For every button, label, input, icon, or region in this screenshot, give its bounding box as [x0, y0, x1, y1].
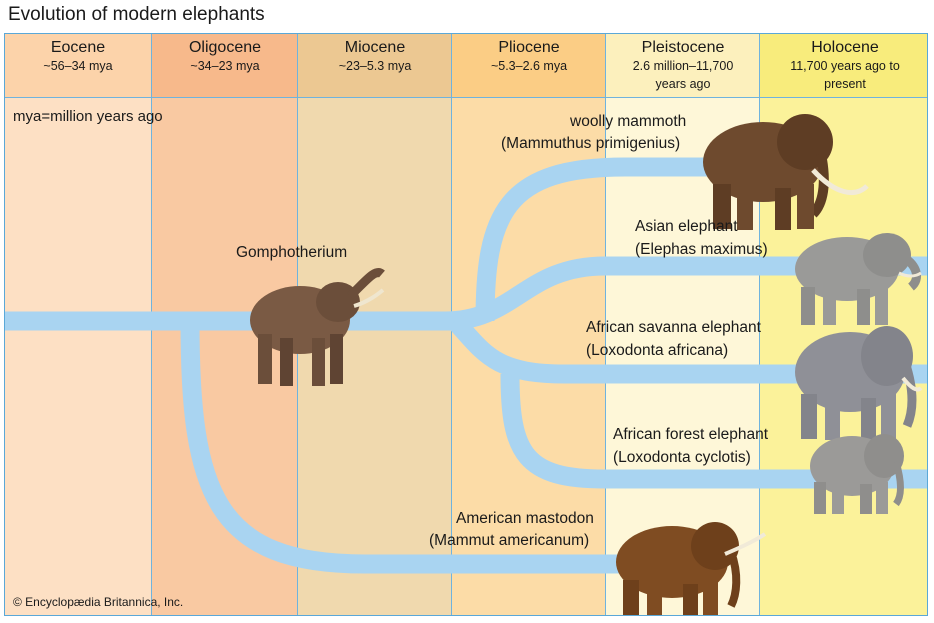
label-forest-elephant-scientific: (Loxodonta cyclotis) [613, 449, 751, 466]
branch-savanna [447, 314, 927, 384]
epoch-range: ~5.3–2.6 mya [490, 59, 568, 73]
label-gomphotherium: Gomphotherium [236, 244, 348, 261]
epoch-name: Eocene [50, 39, 106, 56]
label-mastodon-common: American mastodon [456, 510, 594, 527]
branch-mammoth [475, 157, 765, 322]
label-asian-elephant-common: Asian elephant [635, 218, 738, 235]
epoch-range: ~23–5.3 mya [338, 59, 412, 73]
label-woolly-mammoth-scientific: (Mammuthus primigenius) [501, 135, 681, 152]
label-forest-elephant-common: African forest elephant [613, 426, 769, 443]
timeline-frame: Eocene ~56–34 mya Oligocene ~34–23 mya M… [4, 33, 928, 616]
label-mastodon-scientific: (Mammut americanum) [429, 532, 590, 549]
epoch-range: 2.6 million–11,700 years ago [632, 59, 734, 91]
african-savanna-elephant-illustration [795, 326, 923, 440]
branch-asian [444, 256, 927, 331]
copyright-credit: © Encyclopædia Britannica, Inc. [13, 595, 184, 609]
branch-forest [500, 373, 927, 489]
gomphotherium-illustration [250, 268, 385, 386]
phylogeny-tree [5, 114, 927, 615]
epoch-range: 11,700 years ago to present [790, 59, 900, 91]
epoch-name: Miocene [344, 39, 406, 56]
epoch-header-oligocene: Oligocene ~34–23 mya [152, 34, 298, 98]
label-savanna-elephant-scientific: (Loxodonta africana) [586, 342, 729, 359]
epoch-name: Holocene [811, 39, 879, 56]
epoch-header-eocene: Eocene ~56–34 mya [5, 34, 151, 98]
epoch-header-pleistocene: Pleistocene 2.6 million–11,700 years ago [606, 34, 760, 98]
label-asian-elephant-scientific: (Elephas maximus) [635, 241, 768, 258]
epoch-range: ~56–34 mya [43, 59, 113, 73]
woolly-mammoth-illustration [703, 114, 869, 230]
abbreviation-note: mya=million years ago [13, 108, 163, 125]
epoch-header-miocene: Miocene ~23–5.3 mya [298, 34, 452, 98]
branch-mastodon [180, 320, 625, 574]
label-woolly-mammoth-common: woolly mammoth [570, 113, 687, 130]
epoch-header-holocene: Holocene 11,700 years ago to present [760, 34, 927, 98]
african-forest-elephant-illustration [810, 434, 904, 514]
epoch-range: ~34–23 mya [190, 59, 260, 73]
epoch-header-pliocene: Pliocene ~5.3–2.6 mya [452, 34, 606, 98]
american-mastodon-illustration [616, 522, 767, 615]
diagram-title: Evolution of modern elephants [8, 4, 265, 25]
epoch-name: Oligocene [188, 39, 262, 56]
label-savanna-elephant-common: African savanna elephant [586, 319, 761, 336]
epoch-name: Pleistocene [641, 39, 725, 56]
asian-elephant-illustration [795, 233, 922, 325]
epoch-name: Pliocene [498, 39, 560, 56]
